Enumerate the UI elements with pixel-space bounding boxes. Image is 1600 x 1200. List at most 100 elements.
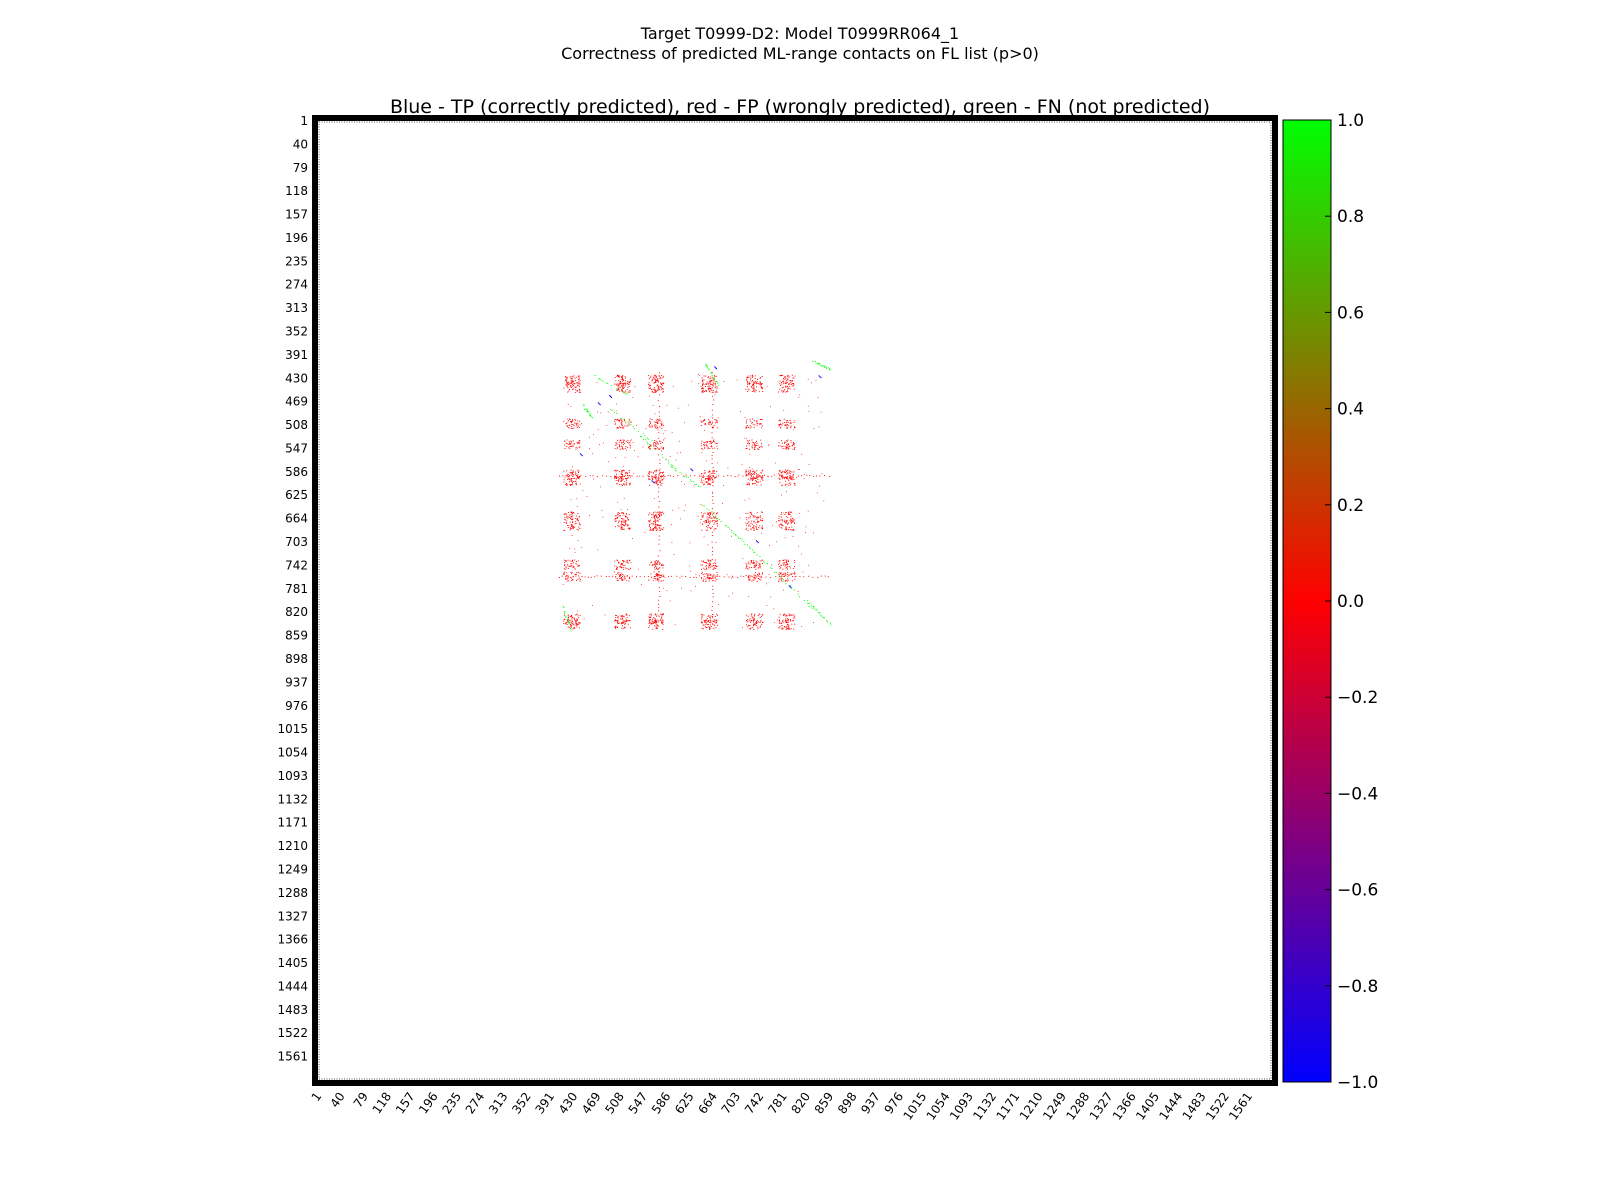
fp-contact bbox=[658, 411, 660, 413]
fp-contact bbox=[750, 529, 752, 531]
fp-contact bbox=[715, 622, 717, 624]
fp-contact bbox=[761, 520, 763, 521]
fp-contact bbox=[753, 385, 755, 387]
fp-contact bbox=[623, 528, 625, 530]
fp-contact bbox=[664, 430, 666, 431]
fn-contact bbox=[671, 466, 673, 468]
fp-contact bbox=[785, 628, 787, 630]
fp-contact bbox=[652, 522, 654, 524]
fp-contact bbox=[790, 441, 792, 443]
fp-contact bbox=[779, 576, 781, 578]
fp-contact bbox=[644, 532, 646, 533]
fp-contact bbox=[663, 574, 665, 576]
fp-contact bbox=[779, 613, 781, 615]
fp-contact bbox=[625, 522, 626, 524]
fp-contact bbox=[787, 628, 789, 630]
fp-contact bbox=[621, 617, 623, 619]
fp-contact bbox=[759, 474, 761, 476]
fp-contact bbox=[753, 624, 755, 625]
fp-contact bbox=[658, 437, 660, 439]
fp-contact bbox=[747, 529, 749, 531]
fp-contact bbox=[623, 561, 624, 563]
fp-contact bbox=[745, 472, 747, 474]
fp-contact bbox=[762, 559, 763, 561]
fp-contact bbox=[782, 564, 784, 566]
fp-contact bbox=[755, 517, 757, 519]
fp-contact bbox=[778, 622, 780, 624]
fp-contact bbox=[748, 580, 750, 581]
fp-contact bbox=[715, 515, 717, 517]
fp-contact bbox=[654, 567, 655, 569]
fp-contact bbox=[764, 474, 765, 476]
fp-contact bbox=[625, 515, 626, 517]
y-tick-label: 157 bbox=[285, 208, 308, 222]
fp-contact bbox=[566, 580, 568, 582]
fp-contact bbox=[793, 617, 795, 619]
fp-contact bbox=[714, 418, 716, 420]
fp-contact bbox=[751, 480, 753, 481]
fp-contact bbox=[703, 484, 705, 486]
fp-contact bbox=[570, 514, 572, 516]
fp-contact bbox=[750, 567, 752, 568]
fp-contact bbox=[620, 383, 622, 385]
fp-contact bbox=[567, 575, 569, 577]
fp-contact bbox=[714, 577, 716, 579]
y-tick-label: 1483 bbox=[277, 1003, 308, 1017]
fp-contact bbox=[715, 567, 717, 569]
fp-contact bbox=[794, 617, 796, 619]
fp-contact bbox=[789, 520, 791, 522]
fp-contact bbox=[594, 576, 596, 578]
fp-contact bbox=[707, 576, 708, 578]
fp-contact bbox=[786, 424, 788, 426]
fp-contact bbox=[703, 620, 705, 621]
fp-contact bbox=[577, 610, 579, 612]
fp-contact bbox=[663, 477, 665, 479]
fp-contact bbox=[753, 390, 755, 392]
fp-contact bbox=[712, 576, 713, 578]
fp-contact bbox=[786, 444, 787, 446]
fp-contact bbox=[578, 470, 579, 472]
fp-contact bbox=[753, 473, 755, 475]
fp-contact bbox=[703, 513, 705, 515]
fp-contact bbox=[629, 447, 631, 449]
fp-contact bbox=[753, 521, 755, 523]
fp-contact bbox=[794, 448, 795, 450]
fp-contact bbox=[623, 577, 625, 579]
fp-contact bbox=[655, 479, 657, 481]
fp-contact bbox=[623, 498, 625, 499]
fp-contact bbox=[768, 574, 770, 576]
fp-contact bbox=[572, 526, 574, 528]
fn-contact bbox=[600, 379, 602, 381]
fp-contact bbox=[782, 559, 784, 561]
fp-contact bbox=[575, 422, 577, 424]
fp-contact bbox=[600, 412, 602, 414]
fp-contact bbox=[787, 440, 788, 442]
fp-contact bbox=[573, 624, 575, 626]
fp-contact bbox=[618, 573, 620, 575]
fp-contact bbox=[617, 376, 619, 378]
fp-contact bbox=[625, 471, 626, 473]
fp-contact bbox=[751, 616, 753, 618]
fp-contact bbox=[619, 575, 621, 577]
fp-contact bbox=[703, 515, 704, 517]
fp-contact bbox=[701, 473, 703, 474]
fp-contact bbox=[636, 424, 637, 426]
fp-contact bbox=[570, 563, 572, 564]
fp-contact bbox=[787, 447, 789, 449]
fp-contact bbox=[715, 420, 717, 422]
fp-contact bbox=[653, 477, 655, 478]
fp-contact bbox=[654, 522, 656, 523]
fp-contact bbox=[787, 571, 789, 573]
tp-contact bbox=[691, 469, 693, 471]
fp-contact bbox=[759, 617, 761, 618]
fp-contact bbox=[571, 440, 573, 442]
fn-contact bbox=[661, 454, 663, 456]
fn-contact bbox=[731, 531, 733, 533]
fp-contact bbox=[656, 525, 658, 527]
fp-contact bbox=[706, 627, 708, 628]
fp-contact bbox=[621, 512, 622, 514]
fp-contact bbox=[648, 514, 649, 516]
fp-contact bbox=[750, 473, 752, 474]
fp-contact bbox=[813, 476, 815, 477]
fp-contact bbox=[783, 576, 785, 577]
